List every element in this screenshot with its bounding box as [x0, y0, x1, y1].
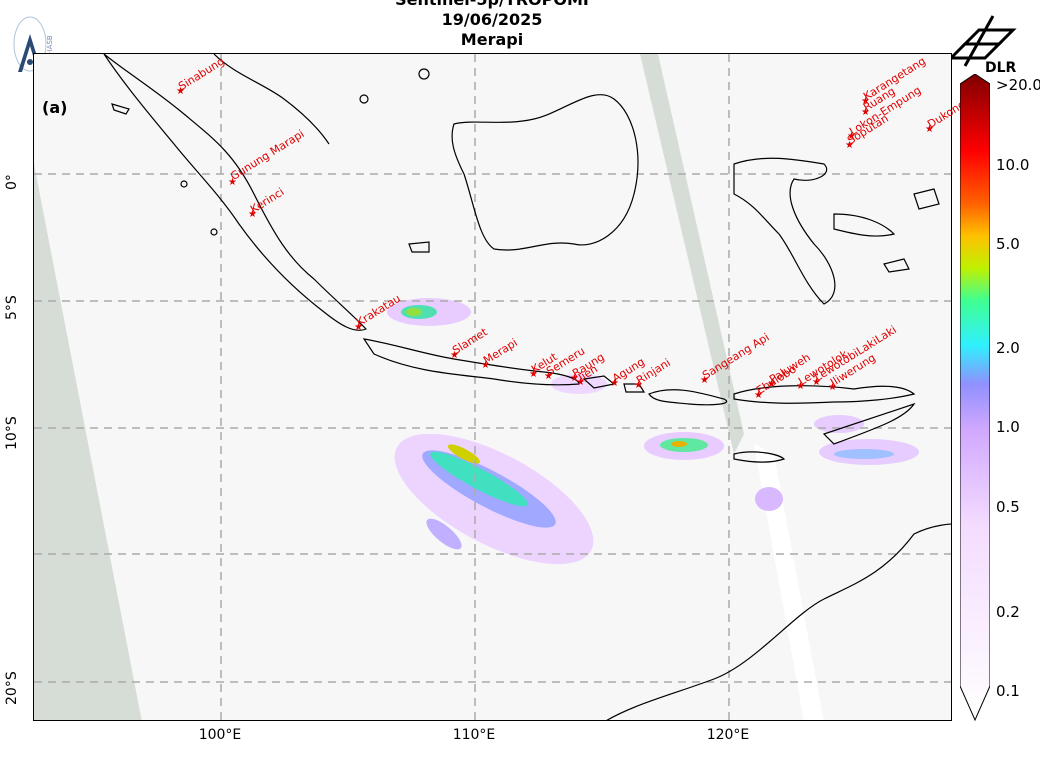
swath-gap-center [640, 54, 744, 454]
volcano-star: ★ [812, 377, 821, 388]
map-date: 19/06/2025 [441, 10, 543, 29]
volcano-star: ★ [570, 373, 579, 384]
y-tick-label: 0° [4, 174, 20, 190]
volcano-star: ★ [700, 375, 709, 386]
volcano-star: ★ [354, 322, 363, 333]
map-panel[interactable] [33, 53, 952, 721]
volcano-star: ★ [610, 378, 619, 389]
y-tick-label: 5°S [4, 295, 20, 320]
volcano-star: ★ [847, 131, 856, 142]
map-title: Sentinel-5p/TROPOMI [0, 0, 984, 10]
dlr-logo [945, 14, 1019, 76]
volcano-star: ★ [228, 177, 237, 188]
colorbar-tick: 1.0 [996, 418, 1020, 436]
volcano-star: ★ [450, 350, 459, 361]
x-tick-label: 110°E [452, 727, 496, 743]
volcano-star: ★ [176, 86, 185, 97]
volcano-star: ★ [925, 124, 934, 135]
volcano-star: ★ [544, 371, 553, 382]
volcano-star: ★ [754, 390, 763, 401]
y-tick-label: 10°S [4, 416, 20, 450]
map-canvas [34, 54, 951, 720]
volcano-star: ★ [529, 369, 538, 380]
volcano-star: ★ [767, 379, 776, 390]
volcano-star: ★ [861, 107, 870, 118]
map-subtitle-volcano: Merapi [460, 30, 524, 49]
y-tick-label: 20°S [4, 671, 20, 705]
colorbar-tick: 0.5 [996, 498, 1020, 516]
x-tick-label: 100°E [198, 727, 242, 743]
x-tick-label: 120°E [706, 727, 750, 743]
colorbar-tick: 2.0 [996, 339, 1020, 357]
volcano-star: ★ [576, 377, 585, 388]
colorbar-tick: >20.0 [996, 76, 1040, 94]
colorbar [959, 73, 991, 722]
panel-label: (a) [42, 98, 68, 117]
volcano-star: ★ [796, 381, 805, 392]
volcano-star: ★ [248, 209, 257, 220]
colorbar-tick: 10.0 [996, 156, 1030, 174]
swath-gap-left [34, 164, 142, 720]
colorbar-tick: 0.2 [996, 603, 1020, 621]
colorbar-tick: 0.1 [996, 682, 1020, 700]
volcano-star: ★ [845, 140, 854, 151]
bira-iasb-logo-text: BIRA-IASB [46, 35, 54, 70]
colorbar-tick: 5.0 [996, 235, 1020, 253]
volcano-star: ★ [481, 360, 490, 371]
dlr-logo-text: DLR [985, 60, 1017, 76]
volcano-star: ★ [828, 382, 837, 393]
swath-edge-center [754, 444, 824, 720]
coastlines [103, 54, 951, 720]
volcano-star: ★ [861, 96, 870, 107]
volcano-star: ★ [634, 380, 643, 391]
